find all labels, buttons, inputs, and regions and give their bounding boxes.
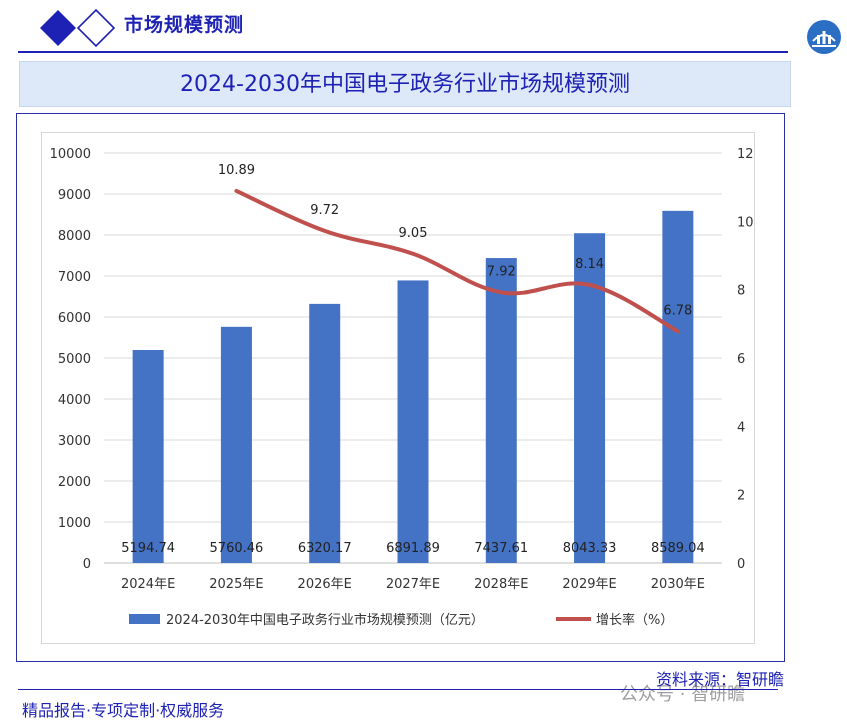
company-logo-icon [807, 20, 841, 54]
x-tick-label: 2028年E [474, 577, 528, 592]
bar [662, 210, 694, 563]
left-tick-label: 6000 [58, 311, 91, 326]
bar [220, 326, 252, 563]
x-tick-label: 2027年E [386, 577, 440, 592]
header-title: 市场规模预测 [124, 14, 245, 36]
left-tick-label: 7000 [58, 270, 91, 285]
data-source: 资料来源：智研瞻 [656, 670, 785, 689]
left-tick-label: 3000 [58, 434, 91, 449]
right-axis-ticks: 0 2 4 6 8 10 12 [737, 147, 754, 572]
left-tick-label: 2000 [58, 475, 91, 490]
line-value-label: 10.89 [218, 163, 255, 178]
right-tick-label: 8 [737, 284, 745, 299]
x-axis-ticks: 2024年E 2025年E 2026年E 2027年E 2028年E 2029年E 2030… [121, 577, 705, 592]
legend-line-label: 增长率（%） [596, 612, 673, 628]
growth-rate-line [234, 188, 680, 334]
bar-value-label: 6320.17 [298, 541, 352, 556]
line-value-label: 9.05 [399, 226, 428, 241]
legend-bar-swatch [129, 614, 160, 624]
right-tick-label: 2 [737, 489, 745, 504]
x-tick-label: 2029年E [562, 577, 616, 592]
bar-value-label: 5760.46 [210, 541, 264, 556]
right-tick-label: 12 [737, 147, 754, 162]
line-value-label: 6.78 [663, 303, 692, 318]
bar-value-label: 8589.04 [651, 541, 705, 556]
line-value-label: 8.14 [575, 257, 604, 272]
bar-value-label: 7437.61 [474, 541, 528, 556]
bar [485, 258, 517, 563]
bar-series [132, 210, 694, 564]
bar [397, 280, 429, 563]
left-tick-label: 0 [83, 557, 91, 572]
bar-value-label: 6891.89 [386, 541, 440, 556]
footer-slogan: 精品报告·专项定制·权威服务 [22, 701, 225, 720]
footer-divider [18, 689, 778, 690]
header-divider [18, 51, 788, 53]
bar-value-label: 8043.33 [563, 541, 617, 556]
brand-diamonds-icon [40, 8, 116, 48]
right-tick-label: 10 [737, 215, 754, 230]
right-tick-label: 0 [737, 557, 745, 572]
chart-title-banner: 2024-2030年中国电子政务行业市场规模预测 [19, 61, 791, 107]
x-tick-label: 2025年E [209, 577, 263, 592]
right-tick-label: 6 [737, 352, 745, 367]
x-tick-label: 2030年E [651, 577, 705, 592]
bar-value-label: 5194.74 [121, 541, 175, 556]
chart-frame [16, 113, 785, 662]
left-axis-ticks: 0 1000 2000 3000 4000 5000 6000 7000 8000 9000 100… [50, 147, 91, 572]
legend-bar-label: 2024-2030年中国电子政务行业市场规模预测（亿元） [166, 612, 484, 628]
left-tick-label: 9000 [58, 188, 91, 203]
line-value-label: 7.92 [487, 264, 516, 279]
left-tick-label: 4000 [58, 393, 91, 408]
x-tick-label: 2024年E [121, 577, 175, 592]
line-value-label: 9.72 [310, 203, 339, 218]
chart-area-border [41, 132, 755, 644]
bar-data-labels: 5194.74 5760.46 6320.17 6891.89 7437.61 8043.… [121, 541, 704, 556]
left-tick-label: 10000 [50, 147, 91, 162]
legend: 2024-2030年中国电子政务行业市场规模预测（亿元） 增长率（%） [129, 612, 673, 628]
left-tick-label: 5000 [58, 352, 91, 367]
x-tick-label: 2026年E [298, 577, 352, 592]
chart-title: 2024-2030年中国电子政务行业市场规模预测 [180, 72, 630, 97]
left-tick-label: 1000 [58, 516, 91, 531]
right-tick-label: 4 [737, 420, 745, 435]
left-tick-label: 8000 [58, 229, 91, 244]
line-data-labels: 10.89 9.72 9.05 7.92 8.14 6.78 [218, 163, 693, 318]
bar [132, 350, 164, 563]
line-series [234, 188, 680, 334]
bar [309, 303, 341, 563]
